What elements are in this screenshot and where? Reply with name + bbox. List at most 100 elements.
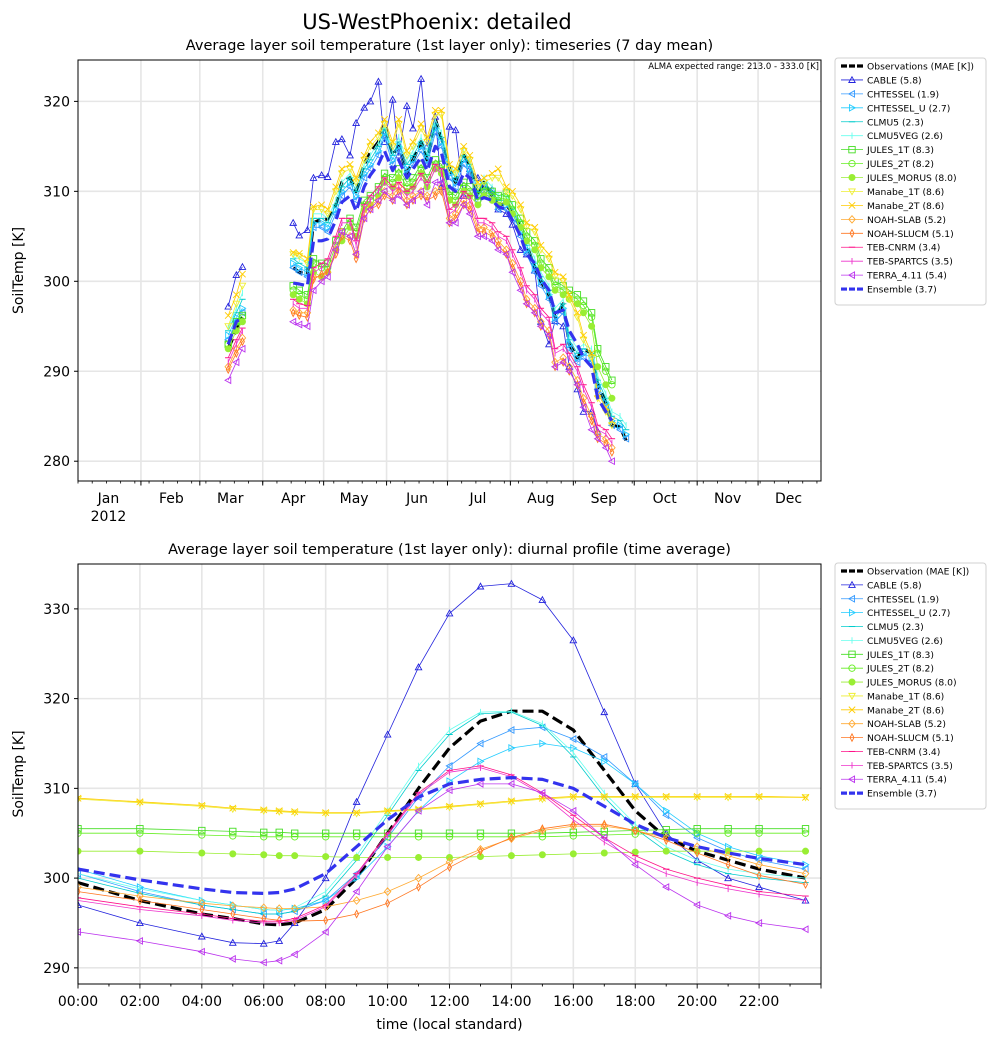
data-point (367, 160, 375, 169)
data-point (238, 262, 247, 270)
legend-marker (848, 159, 856, 168)
data-point (353, 809, 361, 817)
data-point (323, 210, 332, 218)
legend-label: TEB-SPARTCS (3.5) (866, 257, 953, 268)
data-point (755, 882, 764, 891)
data-point (755, 847, 763, 855)
data-point (517, 201, 525, 209)
series-terra-4-11-5-4 (224, 178, 615, 466)
data-point (136, 829, 144, 837)
data-point (318, 218, 326, 227)
data-point (431, 186, 440, 196)
series-line (292, 164, 613, 439)
data-point (432, 191, 438, 201)
data-point (136, 798, 144, 806)
data-point (607, 457, 615, 466)
legend-label: NOAH-SLUCM (5.1) (867, 229, 954, 240)
data-point (621, 434, 630, 443)
data-point (452, 178, 460, 187)
data-point (460, 142, 468, 150)
data-point (409, 191, 417, 201)
data-point (476, 779, 484, 788)
x-tick-label: Mar (217, 491, 244, 507)
data-point (224, 345, 232, 353)
series-line (292, 78, 599, 432)
data-point (587, 313, 596, 321)
data-point (380, 187, 388, 196)
data-point (802, 847, 810, 855)
series-line (78, 776, 806, 895)
legend-marker (849, 732, 855, 743)
x-tick-label: May (340, 491, 369, 507)
data-point (502, 188, 511, 196)
data-point (724, 825, 732, 833)
legend-item: CLMU5VEG (2.6) (841, 131, 943, 142)
data-point (617, 421, 625, 430)
data-point (346, 151, 354, 159)
legend-marker (848, 580, 856, 588)
data-point (197, 932, 206, 940)
data-point (417, 120, 425, 128)
data-point (480, 174, 488, 182)
data-point (295, 308, 304, 318)
series-line (292, 168, 613, 444)
data-point (417, 74, 426, 82)
data-point (409, 174, 417, 182)
data-point (366, 205, 374, 214)
x-tick-label: 22:00 (739, 994, 779, 1010)
data-point (229, 832, 237, 840)
data-point (374, 134, 383, 142)
legend-label: JULES_MORUS (8.0) (866, 678, 957, 689)
data-point (693, 829, 701, 837)
data-point (352, 179, 361, 187)
data-point (337, 227, 345, 236)
legend-item: Ensemble (3.7) (841, 789, 937, 800)
data-point (539, 824, 545, 834)
data-point (631, 830, 639, 838)
data-point (522, 228, 531, 236)
data-point (309, 203, 318, 211)
y-tick-label: 310 (43, 184, 70, 200)
legend-item: JULES_1T (8.3) (841, 650, 934, 661)
y-tick-label: 280 (43, 454, 70, 470)
legend-label: CHTESSEL (1.9) (867, 89, 939, 100)
data-point (402, 101, 411, 109)
data-point (309, 173, 318, 181)
data-point (479, 232, 488, 241)
chart-title: Average layer soil temperature (1st laye… (186, 38, 713, 54)
data-point (662, 883, 670, 892)
data-point (224, 376, 232, 385)
data-point (322, 853, 330, 861)
data-point (537, 277, 545, 286)
data-point (445, 853, 453, 861)
legend-label: TERRA_4.11 (5.4) (866, 775, 947, 786)
data-point (417, 125, 426, 133)
data-point (531, 246, 539, 254)
data-point (290, 904, 299, 914)
data-point (488, 169, 496, 177)
data-point (310, 218, 318, 227)
data-point (603, 438, 609, 448)
y-axis: 290 300 310 320 330 SoilTemp [K] (11, 602, 78, 977)
data-point (523, 219, 531, 227)
data-point (460, 155, 468, 164)
data-point (275, 956, 283, 965)
data-point (502, 183, 510, 191)
legend-item: Manabe_2T (8.6) (841, 201, 944, 212)
data-point (522, 250, 530, 259)
legend-label: Observations (MAE [K]) (867, 62, 974, 73)
data-point (323, 915, 329, 925)
data-point (366, 143, 375, 151)
data-point (632, 779, 640, 788)
diurnal-panel: Average layer soil temperature (1st laye… (11, 542, 987, 1033)
data-point (295, 249, 303, 257)
data-point (338, 187, 347, 196)
range-annotation: ALMA expected range: 213.0 - 333.0 [K] (648, 62, 819, 72)
legend-item: CLMU5 (2.3) (841, 622, 924, 633)
legend-item: CLMU5 (2.3) (841, 117, 924, 128)
legend-label: TEB-SPARTCS (3.5) (866, 761, 953, 772)
data-point (275, 852, 283, 860)
data-point (437, 182, 446, 190)
data-point (289, 317, 297, 326)
data-point (338, 165, 346, 173)
